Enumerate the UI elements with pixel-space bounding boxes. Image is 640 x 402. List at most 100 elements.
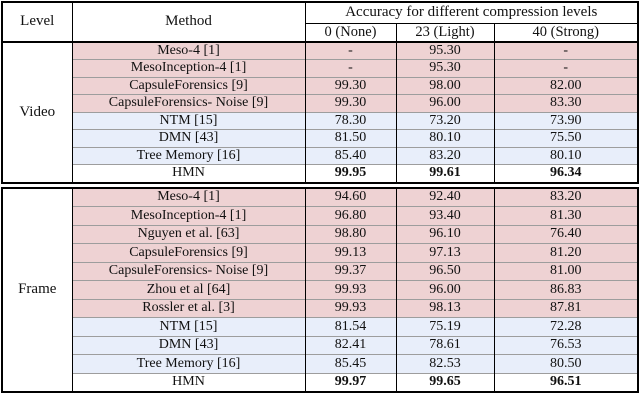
method-cell: DMN [43] [71, 335, 305, 355]
value-cell: - [304, 59, 396, 78]
header-row-top: Level Method Accuracy for different comp… [2, 2, 639, 43]
value-cell: 83.30 [493, 94, 639, 113]
method-cell: HMN [71, 372, 305, 393]
table-row: Zhou et al [64] 99.93 96.00 86.83 [2, 280, 638, 300]
value-cell: 99.65 [395, 372, 494, 393]
value-cell: 81.00 [493, 261, 638, 281]
value-cell: 73.90 [493, 111, 639, 130]
method-cell: DMN [43] [71, 129, 305, 148]
value-cell: 78.61 [395, 335, 494, 355]
method-cell: MesoInception-4 [1] [71, 206, 305, 226]
value-cell: 99.13 [304, 243, 396, 263]
value-cell: 81.54 [304, 317, 396, 337]
level-cell-frame: Frame [2, 187, 72, 393]
column-header-level: Level [2, 2, 72, 43]
method-cell: HMN [71, 164, 305, 183]
header-row-compression: 0 (None) 23 (Light) 40 (Strong) [2, 23, 639, 43]
method-cell: CapsuleForensics- Noise [9] [71, 261, 305, 281]
value-cell: 96.80 [304, 206, 396, 226]
method-cell: Tree Memory [16] [71, 146, 305, 165]
table-row: MesoInception-4 [1] - 95.30 - [2, 59, 639, 78]
value-cell: 86.83 [493, 280, 638, 300]
value-cell: 82.41 [304, 335, 396, 355]
method-cell: Rossler et al. [3] [71, 298, 305, 318]
value-cell: 82.00 [493, 76, 639, 95]
value-cell: 81.50 [304, 129, 396, 148]
table-row: Video Meso-4 [1] - 95.30 - [2, 41, 639, 183]
accuracy-table-frame: Frame Meso-4 [1] 94.60 92.40 83.20 MesoI… [1, 186, 639, 394]
value-cell: 87.81 [493, 298, 638, 318]
value-cell: 97.13 [395, 243, 494, 263]
method-cell: MesoInception-4 [1] [71, 59, 305, 78]
value-cell: 78.30 [304, 111, 396, 130]
method-cell: CapsuleForensics [9] [71, 76, 305, 95]
value-cell: 80.10 [493, 146, 639, 165]
value-cell: 72.28 [493, 317, 638, 337]
value-cell: 83.20 [493, 187, 638, 207]
value-cell: 99.93 [304, 280, 396, 300]
table-row: Tree Memory [16] 85.40 83.20 80.10 [2, 146, 639, 165]
column-header-accuracy-title: Accuracy for different compression level… [304, 2, 639, 24]
value-cell: 99.97 [304, 372, 396, 393]
method-cell: CapsuleForensics- Noise [9] [71, 94, 305, 113]
table-row: CapsuleForensics- Noise [9] 99.37 96.50 … [2, 261, 638, 281]
value-cell: 81.30 [493, 206, 638, 226]
value-cell: 99.30 [304, 76, 396, 95]
frame-section: Frame Meso-4 [1] 94.60 92.40 83.20 MesoI… [2, 187, 638, 393]
value-cell: - [304, 41, 396, 60]
value-cell: 99.30 [304, 94, 396, 113]
column-header-compression-40: 40 (Strong) [493, 23, 639, 43]
value-cell: 99.37 [304, 261, 396, 281]
value-cell: 99.61 [395, 164, 494, 183]
table-row: CapsuleForensics [9] 99.13 97.13 81.20 [2, 243, 638, 263]
value-cell: 95.30 [395, 59, 494, 78]
accuracy-table-video: Level Method Accuracy for different comp… [1, 1, 640, 184]
value-cell: 85.40 [304, 146, 396, 165]
table-row: Frame Meso-4 [1] 94.60 92.40 83.20 [2, 187, 638, 393]
value-cell: 96.00 [395, 94, 494, 113]
value-cell: 83.20 [395, 146, 494, 165]
value-cell: 81.20 [493, 243, 638, 263]
table-row: Tree Memory [16] 85.45 82.53 80.50 [2, 354, 638, 374]
value-cell: - [493, 59, 639, 78]
method-cell: Meso-4 [1] [71, 187, 305, 207]
method-cell: CapsuleForensics [9] [71, 243, 305, 263]
method-cell: NTM [15] [71, 111, 305, 130]
table-row: DMN [43] 82.41 78.61 76.53 [2, 335, 638, 355]
value-cell: 75.50 [493, 129, 639, 148]
value-cell: 80.50 [493, 354, 638, 374]
level-cell-video: Video [2, 41, 72, 183]
video-section: Video Meso-4 [1] - 95.30 - MesoInception… [2, 41, 639, 183]
column-header-compression-23: 23 (Light) [395, 23, 494, 43]
table-row: DMN [43] 81.50 80.10 75.50 [2, 129, 639, 148]
table-row: Nguyen et al. [63] 98.80 96.10 76.40 [2, 224, 638, 244]
table-row: NTM [15] 81.54 75.19 72.28 [2, 317, 638, 337]
method-cell: Zhou et al [64] [71, 280, 305, 300]
method-cell: NTM [15] [71, 317, 305, 337]
table-row: NTM [15] 78.30 73.20 73.90 [2, 111, 639, 130]
column-header-compression-0: 0 (None) [304, 23, 396, 43]
value-cell: 96.34 [493, 164, 639, 183]
value-cell: 80.10 [395, 129, 494, 148]
value-cell: 95.30 [395, 41, 494, 60]
value-cell: 93.40 [395, 206, 494, 226]
method-cell: Meso-4 [1] [71, 41, 305, 60]
value-cell: 98.80 [304, 224, 396, 244]
table-row: CapsuleForensics- Noise [9] 99.30 96.00 … [2, 94, 639, 113]
method-cell: Tree Memory [16] [71, 354, 305, 374]
value-cell: 75.19 [395, 317, 494, 337]
value-cell: 96.50 [395, 261, 494, 281]
table-row: Rossler et al. [3] 99.93 98.13 87.81 [2, 298, 638, 318]
value-cell: - [493, 41, 639, 60]
value-cell: 85.45 [304, 354, 396, 374]
value-cell: 82.53 [395, 354, 494, 374]
value-cell: 76.40 [493, 224, 638, 244]
value-cell: 99.95 [304, 164, 396, 183]
table-row: MesoInception-4 [1] 96.80 93.40 81.30 [2, 206, 638, 226]
column-header-method: Method [71, 2, 305, 43]
value-cell: 96.10 [395, 224, 494, 244]
value-cell: 96.00 [395, 280, 494, 300]
table-row-hmn: HMN 99.97 99.65 96.51 [2, 372, 638, 393]
value-cell: 98.13 [395, 298, 494, 318]
